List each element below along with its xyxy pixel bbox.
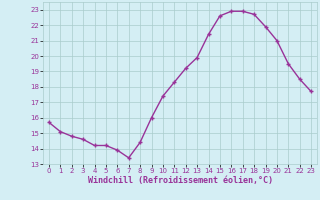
X-axis label: Windchill (Refroidissement éolien,°C): Windchill (Refroidissement éolien,°C) bbox=[87, 176, 273, 185]
